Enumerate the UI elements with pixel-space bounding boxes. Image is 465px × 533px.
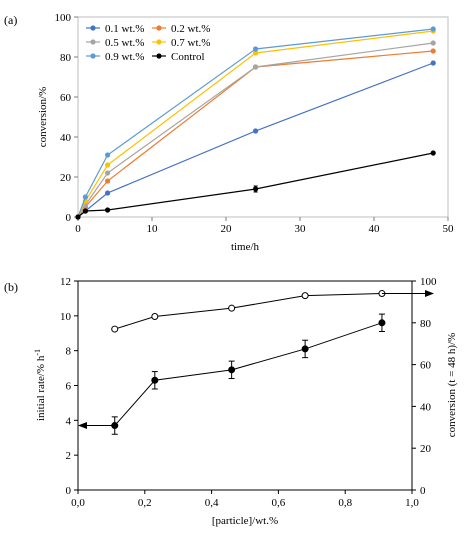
- legend-marker: [156, 39, 162, 45]
- panel-a-data-point: [253, 46, 259, 52]
- panel-b-data-point: [301, 292, 309, 300]
- panel-a-x-axis-title: time/h: [231, 241, 260, 253]
- panel-a-series-line: [77, 62, 434, 218]
- legend-label: 0.1 wt.%: [105, 23, 144, 35]
- panel-b-y-tick-label: 8: [66, 346, 72, 358]
- panel-b-series-1: [111, 290, 386, 333]
- panel-a-y-tick-label: 20: [60, 172, 72, 184]
- panel-b-data-point: [301, 345, 309, 353]
- panel-a-tick-labels: 0 10 20 30 40 50 0 20 40 60 80 100: [55, 12, 455, 235]
- panel-b-y-tick-label: 6: [66, 381, 72, 393]
- legend-label: Control: [171, 51, 205, 63]
- right-axis-arrowhead: [425, 290, 434, 298]
- panel-a-y-tick-label: 80: [60, 52, 72, 64]
- panel-b-y2-tick-label: 0: [420, 485, 426, 497]
- panel-b-data-point: [228, 304, 236, 312]
- panel-b-y-tick-label: 12: [60, 276, 71, 288]
- panel-a-x-tick-label: 30: [295, 223, 307, 235]
- panel-a-data-point: [253, 186, 259, 192]
- legend-marker: [90, 25, 96, 31]
- legend-label: 0.5 wt.%: [105, 37, 144, 49]
- panel-b-y2-tick-label: 20: [420, 443, 432, 455]
- panel-b-data-point: [151, 313, 159, 321]
- panel-b-x-tick-label: 0,6: [272, 497, 286, 509]
- panel-a-series-1: [75, 48, 436, 220]
- panel-a-series: [75, 26, 436, 220]
- panel-a-data-point: [82, 208, 88, 214]
- panel-b-y2-tick-label: 80: [420, 318, 432, 330]
- panel-b-x-tick-label: 0,0: [71, 497, 85, 509]
- panel-a-x-tick-label: 50: [443, 223, 455, 235]
- legend-marker: [156, 53, 162, 59]
- panel-a-data-point: [253, 128, 259, 134]
- panel-a-data-point: [430, 60, 436, 66]
- panel-b-series-0: [111, 313, 386, 435]
- panel-b-axis-arrows: [78, 290, 434, 430]
- panel-a-series-5: [75, 150, 436, 220]
- panel-a-plot-frame: [77, 16, 449, 218]
- panel-a-data-point: [105, 170, 111, 176]
- panel-a-x-tick-label: 40: [369, 223, 381, 235]
- left-axis-arrowhead: [78, 422, 87, 430]
- panel-b-y2-tick-label: 100: [420, 276, 437, 288]
- panel-a-y-tick-label: 0: [66, 212, 72, 224]
- panel-a-data-point: [105, 190, 111, 196]
- panel-a-data-point: [82, 194, 88, 200]
- panel-a-data-point: [75, 214, 81, 220]
- panel-a-data-point: [253, 64, 259, 70]
- panel-a-data-point: [253, 50, 259, 56]
- panel-a-data-point: [430, 26, 436, 32]
- panel-a-legend: 0.1 wt.% 0.2 wt.% 0.5 wt.% 0.7 wt.% 0.9 wt.%…: [86, 23, 210, 63]
- panel-a-data-point: [430, 48, 436, 54]
- panel-b-x-tick-label: 1,0: [405, 497, 419, 509]
- panel-b-data-point: [228, 366, 236, 374]
- panel-a-data-point: [430, 40, 436, 46]
- panel-b-x-tick-label: 0,4: [205, 497, 219, 509]
- panel-a-series-4: [75, 26, 436, 220]
- panel-b-y-tick-label: 0: [66, 485, 72, 497]
- panel-b-y-tick-label: 10: [60, 311, 72, 323]
- panel-a-data-point: [105, 162, 111, 168]
- panel-b-right-axis-title: conversion (t = 48 h)/%: [446, 333, 458, 438]
- panel-a-x-tick-label: 20: [221, 223, 233, 235]
- panel-b-x-tick-label: 0,2: [138, 497, 152, 509]
- panel-b-x-tick-label: 0,8: [338, 497, 352, 509]
- panel-a-data-point: [105, 178, 111, 184]
- panel-b-y-axis-title: initial rate/% h-1: [33, 349, 47, 421]
- legend-label: 0.7 wt.%: [171, 37, 210, 49]
- panel-b-plot-frame: [77, 280, 413, 491]
- panel-a-y-tick-label: 60: [60, 92, 72, 104]
- panel-b-y-tick-label: 2: [66, 450, 72, 462]
- panel-a-data-point: [430, 150, 436, 156]
- panel-b-data-point: [151, 376, 159, 384]
- panel-b: (b) 0,0 0,2 0,4 0,6 0,8 1,0024681012020406080…: [4, 276, 458, 527]
- panel-b-y-tick-label: 4: [66, 415, 72, 427]
- panel-b-series: [111, 290, 386, 435]
- panel-a-series-3: [75, 28, 436, 220]
- legend-marker: [156, 25, 162, 31]
- panel-a-data-point: [105, 207, 111, 213]
- panel-a-x-tick-label: 10: [147, 223, 159, 235]
- legend-marker: [90, 39, 96, 45]
- panel-a-y-tick-label: 40: [60, 132, 72, 144]
- legend-label: 0.2 wt.%: [171, 23, 210, 35]
- panel-b-y2-tick-label: 60: [420, 360, 432, 372]
- panel-a: (a) 0 10 20 30 40 50 0 20 40 60 80 100 time/h conve…: [4, 12, 454, 253]
- legend-marker: [90, 53, 96, 59]
- panel-a-y-tick-label: 100: [55, 12, 72, 24]
- panel-b-data-point: [378, 319, 386, 327]
- panel-a-y-axis-title: conversion/%: [37, 87, 49, 147]
- panel-b-label: (b): [4, 280, 18, 294]
- panel-a-data-point: [105, 152, 111, 158]
- panel-b-data-point: [111, 325, 119, 333]
- panel-b-series-line: [114, 293, 382, 330]
- legend-label: 0.9 wt.%: [105, 51, 144, 63]
- panel-a-label: (a): [4, 13, 17, 27]
- panel-a-x-tick-label: 0: [75, 223, 81, 235]
- panel-b-x-axis-title: [particle]/wt.%: [212, 515, 278, 527]
- panel-b-y2-tick-label: 40: [420, 401, 432, 413]
